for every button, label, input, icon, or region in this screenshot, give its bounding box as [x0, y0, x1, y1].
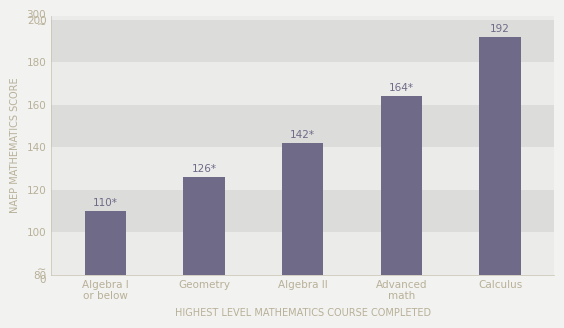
Bar [51, 62, 554, 105]
Bar [51, 105, 554, 147]
Bar [51, 232, 554, 275]
Bar [381, 96, 422, 275]
Bar [479, 37, 521, 275]
Text: 142*: 142* [290, 130, 315, 140]
Text: 300: 300 [27, 10, 46, 20]
Text: 164*: 164* [389, 83, 414, 93]
X-axis label: HIGHEST LEVEL MATHEMATICS COURSE COMPLETED: HIGHEST LEVEL MATHEMATICS COURSE COMPLET… [175, 308, 431, 318]
Text: 0: 0 [39, 275, 46, 285]
Text: 110*: 110* [93, 198, 118, 208]
Bar [51, 190, 554, 232]
Bar [183, 177, 225, 275]
Bar [85, 211, 126, 275]
Text: 192: 192 [490, 24, 510, 34]
Y-axis label: NAEP MATHEMATICS SCORE: NAEP MATHEMATICS SCORE [10, 77, 20, 213]
Bar [51, 20, 554, 62]
Text: 126*: 126* [192, 164, 217, 174]
Text: ∼: ∼ [37, 20, 46, 30]
Bar [282, 143, 324, 275]
Bar [51, 147, 554, 190]
Text: ∼: ∼ [37, 265, 46, 275]
Bar [51, 16, 554, 20]
